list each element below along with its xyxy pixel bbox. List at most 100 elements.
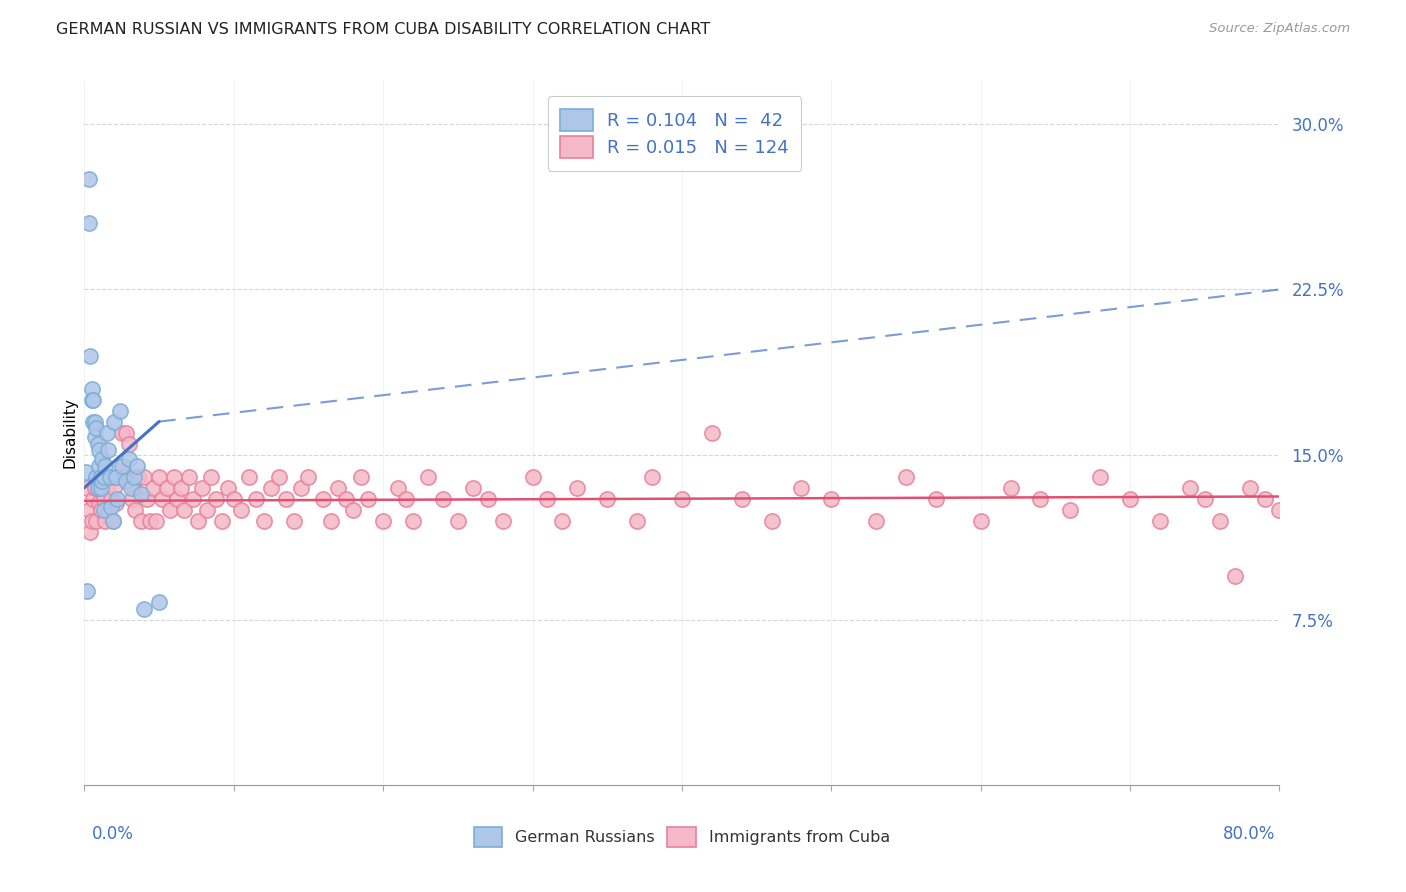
Point	[173, 502, 195, 516]
Point	[342, 502, 364, 516]
Y-axis label: Disability: Disability	[62, 397, 77, 468]
Point	[93, 491, 115, 506]
Point	[1090, 469, 1112, 483]
Point	[145, 514, 167, 528]
Point	[416, 469, 439, 483]
Point	[98, 469, 121, 483]
Point	[90, 502, 112, 516]
Point	[87, 481, 110, 495]
Point	[86, 469, 108, 483]
Point	[1194, 491, 1216, 506]
Point	[700, 425, 723, 440]
Point	[122, 481, 145, 495]
Point	[551, 514, 574, 528]
Point	[187, 514, 209, 528]
Point	[177, 469, 200, 483]
Point	[83, 415, 105, 429]
Point	[536, 491, 558, 506]
Point	[100, 491, 122, 506]
Point	[820, 491, 842, 506]
Point	[91, 469, 114, 483]
Point	[155, 481, 177, 495]
Point	[90, 481, 112, 495]
Point	[1239, 481, 1261, 495]
Point	[96, 481, 118, 495]
Point	[91, 452, 114, 467]
Point	[93, 469, 115, 483]
Point	[111, 425, 134, 440]
Point	[86, 514, 108, 528]
Point	[477, 491, 499, 506]
Point	[132, 469, 156, 483]
Point	[77, 172, 100, 186]
Point	[195, 502, 218, 516]
Point	[121, 491, 143, 506]
Point	[1119, 491, 1142, 506]
Point	[319, 514, 342, 528]
Point	[1029, 491, 1052, 506]
Point	[492, 514, 515, 528]
Point	[373, 514, 395, 528]
Point	[447, 514, 470, 528]
Point	[103, 481, 125, 495]
Point	[283, 514, 305, 528]
Point	[200, 469, 222, 483]
Point	[124, 502, 146, 516]
Point	[970, 514, 993, 528]
Point	[267, 469, 290, 483]
Point	[394, 491, 416, 506]
Point	[596, 491, 619, 506]
Point	[115, 425, 138, 440]
Point	[1313, 491, 1336, 506]
Point	[127, 469, 149, 483]
Point	[98, 469, 121, 483]
Point	[139, 514, 162, 528]
Point	[96, 425, 118, 440]
Point	[731, 491, 754, 506]
Point	[222, 491, 245, 506]
Point	[297, 469, 319, 483]
Point	[101, 514, 124, 528]
Point	[1223, 568, 1246, 582]
Point	[159, 502, 181, 516]
Point	[163, 469, 186, 483]
Point	[245, 491, 267, 506]
Point	[114, 469, 136, 483]
Point	[312, 491, 335, 506]
Point	[148, 469, 170, 483]
Point	[641, 469, 664, 483]
Point	[335, 491, 357, 506]
Point	[82, 392, 104, 407]
Point	[90, 469, 112, 483]
Point	[290, 481, 312, 495]
Point	[110, 403, 132, 417]
Point	[1178, 481, 1201, 495]
Point	[522, 469, 544, 483]
Point	[93, 502, 115, 516]
Point	[1403, 514, 1406, 528]
Point	[671, 491, 693, 506]
Point	[97, 443, 120, 458]
Text: Source: ZipAtlas.com: Source: ZipAtlas.com	[1209, 22, 1350, 36]
Point	[89, 443, 111, 458]
Point	[111, 458, 134, 473]
Point	[1253, 491, 1275, 506]
Text: 0.0%: 0.0%	[91, 825, 134, 843]
Text: GERMAN RUSSIAN VS IMMIGRANTS FROM CUBA DISABILITY CORRELATION CHART: GERMAN RUSSIAN VS IMMIGRANTS FROM CUBA D…	[56, 22, 710, 37]
Point	[115, 474, 138, 488]
Point	[125, 458, 148, 473]
Point	[1388, 491, 1406, 506]
Point	[120, 481, 142, 495]
Point	[1209, 514, 1232, 528]
Point	[80, 382, 103, 396]
Point	[104, 496, 127, 510]
Point	[77, 502, 100, 516]
Point	[1059, 502, 1081, 516]
Point	[80, 514, 103, 528]
Point	[894, 469, 917, 483]
Point	[238, 469, 260, 483]
Point	[260, 481, 283, 495]
Point	[122, 469, 145, 483]
Point	[89, 458, 111, 473]
Point	[101, 514, 124, 528]
